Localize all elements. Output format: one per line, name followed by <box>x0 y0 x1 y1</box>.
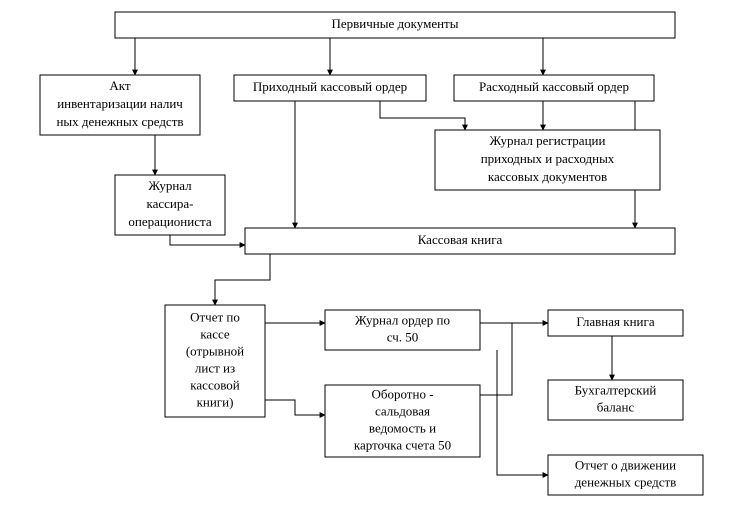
node-oborot-text: карточка счета 50 <box>354 437 451 452</box>
node-kassir-text: Журнал <box>148 178 192 193</box>
node-report: Отчет по кассе (отрывной лист из кассовой кни… <box>165 305 265 417</box>
node-act: Акт инвентаризации налич ных денежных сред… <box>40 75 200 135</box>
node-balance-text: Бухгалтерский <box>575 382 657 397</box>
node-glavkniga-text: Главная книга <box>576 314 654 329</box>
edge-report-oborot <box>265 400 325 415</box>
edge-inorder-reglog <box>380 101 465 130</box>
node-cashflow: Отчет о движении денежных средств <box>548 455 703 495</box>
node-reglog: Журнал регистрации приходных и расходных к… <box>435 130 660 190</box>
node-report-text: Отчет по <box>190 309 240 324</box>
node-reglog-text: Журнал регистрации <box>490 133 606 148</box>
node-journal50: Журнал ордер по сч. 50 <box>325 310 480 350</box>
node-act-text: ных денежных средств <box>56 114 183 129</box>
node-outorder: Расходный кассовый ордер <box>454 75 654 101</box>
node-oborot-text: ведомость и <box>369 420 436 435</box>
node-kassir-text: операциониста <box>128 214 211 229</box>
nodes-layer: Первичные документы Акт инвентаризации нал… <box>40 12 703 495</box>
node-oborot-text: Оборотно - <box>371 386 433 401</box>
node-report-text: кассовой <box>190 377 239 392</box>
node-oborot-text: сальдовая <box>375 403 430 418</box>
node-kassbook-text: Кассовая книга <box>418 232 503 247</box>
flowchart: Первичные документы Акт инвентаризации нал… <box>0 0 739 505</box>
node-inorder-text: Приходный кассовый ордер <box>253 79 407 94</box>
node-reglog-text: приходных и расходных <box>481 151 615 166</box>
node-glavkniga: Главная книга <box>548 310 683 336</box>
node-balance-text: баланс <box>597 399 635 414</box>
node-reglog-text: кассовых документов <box>488 169 607 184</box>
node-journal50-text: Журнал ордер по <box>355 312 450 327</box>
node-primary-text: Первичные документы <box>332 16 459 31</box>
node-kassbook: Кассовая книга <box>245 228 675 254</box>
node-act-text: Акт <box>109 78 131 93</box>
node-report-text: лист из <box>195 360 235 375</box>
edge-kassbook-report <box>215 254 270 305</box>
node-journal50-text: сч. 50 <box>387 329 419 344</box>
node-report-text: книги) <box>197 394 234 409</box>
edge-oborot-glavkniga <box>480 323 512 395</box>
node-cashflow-text: Отчет о движении <box>575 457 676 472</box>
edge-kassir-kassbook <box>170 235 245 245</box>
node-report-text: кассе <box>200 326 230 341</box>
node-report-text: (отрывной <box>186 343 244 358</box>
node-outorder-text: Расходный кассовый ордер <box>479 79 629 94</box>
node-kassir: Журнал кассира-операциониста <box>115 175 225 235</box>
node-act-text: инвентаризации налич <box>57 96 183 111</box>
node-oborot: Оборотно - сальдовая ведомость и карточка с… <box>325 385 480 457</box>
node-kassir-text: кассира- <box>147 196 194 211</box>
node-balance: Бухгалтерский баланс <box>548 380 683 420</box>
edge-journal50-cashflow <box>497 350 548 475</box>
node-inorder: Приходный кассовый ордер <box>234 75 426 101</box>
node-primary: Первичные документы <box>115 12 675 38</box>
node-cashflow-text: денежных средств <box>575 474 677 489</box>
